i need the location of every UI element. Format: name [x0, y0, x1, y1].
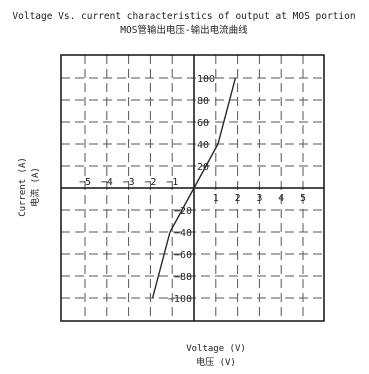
y-tick-label: −20: [174, 206, 192, 217]
y-tick-label: −100: [168, 294, 192, 305]
y-axis-title: Current (A): [18, 157, 28, 217]
y-tick-label: 100: [197, 74, 215, 85]
x-tick-label: −1: [166, 177, 178, 188]
y-tick-label: 20: [197, 162, 209, 173]
y-tick-label: 80: [197, 96, 209, 107]
x-tick-label: −5: [79, 177, 91, 188]
x-tick-label: 4: [278, 193, 284, 204]
chart-subtitle: MOS管输出电压-输出电流曲线: [120, 24, 248, 36]
y-tick-label: −40: [174, 228, 192, 239]
x-tick-label: 1: [213, 193, 219, 204]
x-tick-label: 5: [300, 193, 306, 204]
y-tick-label: 60: [197, 118, 209, 129]
x-tick-label: 3: [256, 193, 262, 204]
x-tick-label: −4: [101, 177, 113, 188]
y-axis-title-cn: 电流 (A): [29, 167, 41, 207]
x-axis-title: Voltage (V): [186, 344, 246, 354]
y-tick-label: −80: [174, 272, 192, 283]
x-axis-title-cn: 电压 (V): [196, 356, 236, 368]
tick-labels: −5 −4 −3 −2 −1 1 2 3 4 5 100 80 60 40 20 −20 −40 −60 −80 −1…: [79, 74, 306, 305]
x-tick-label: −2: [144, 177, 156, 188]
x-tick-label: 2: [235, 193, 241, 204]
chart-title: Voltage Vs. current characteristics of o…: [12, 11, 355, 22]
y-tick-label: −60: [174, 250, 192, 261]
x-tick-label: −3: [123, 177, 135, 188]
series-line: [151, 77, 237, 299]
y-tick-label: 40: [197, 140, 209, 151]
